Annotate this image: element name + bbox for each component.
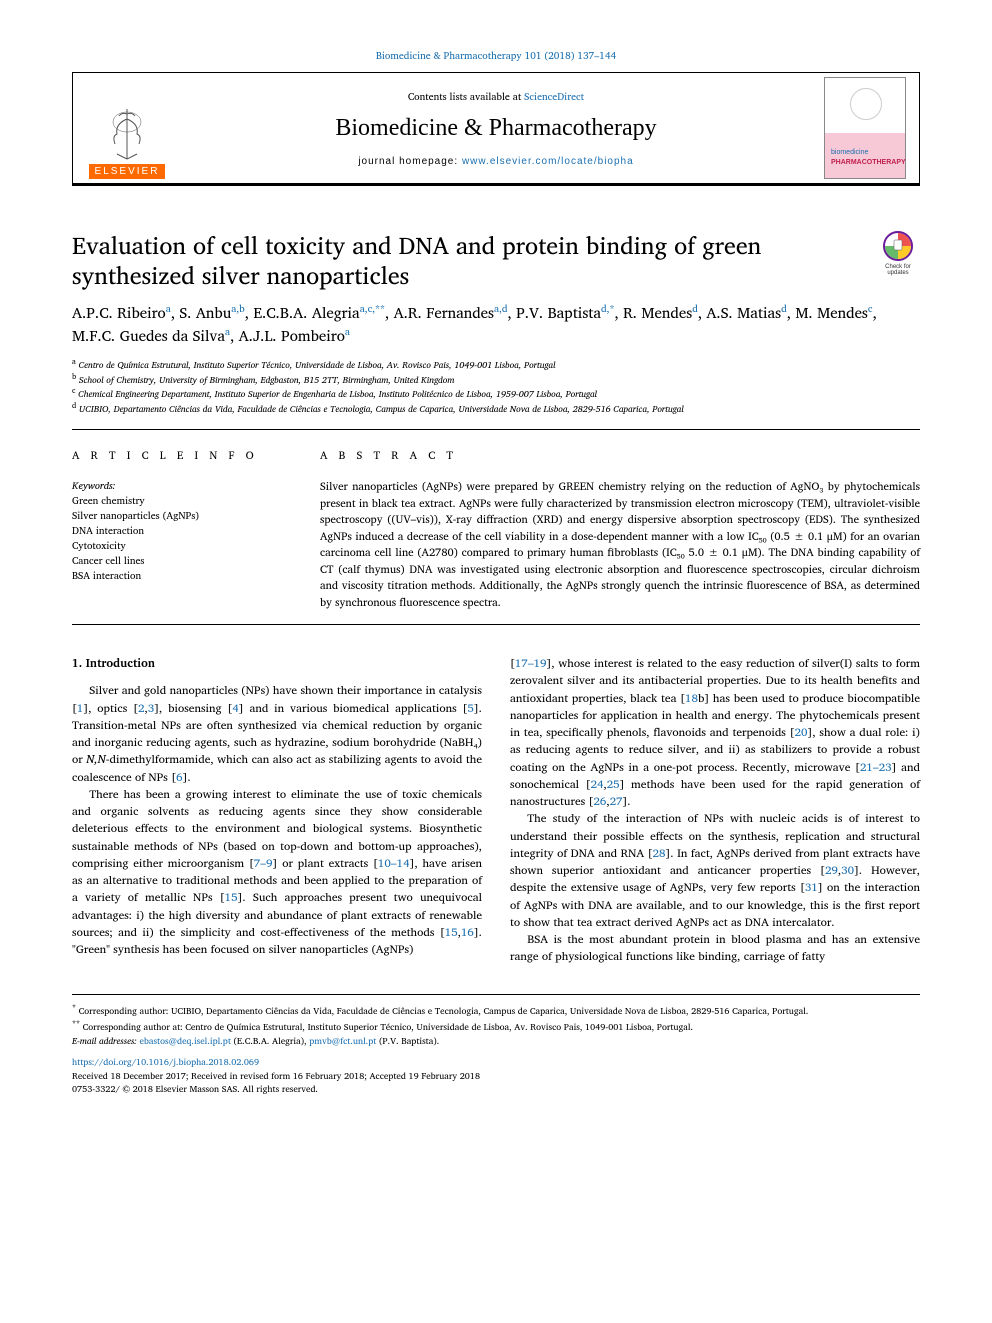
keyword-item: Cytotoxicity bbox=[72, 539, 292, 554]
contents-prefix: Contents lists available at bbox=[408, 89, 524, 105]
copyright-line: 0753-3322/ © 2018 Elsevier Masson SAS. A… bbox=[72, 1082, 920, 1096]
doi-link[interactable]: https://doi.org/10.1016/j.biopha.2018.02… bbox=[72, 1054, 259, 1069]
article-info-column: A R T I C L E I N F O Keywords: Green ch… bbox=[72, 430, 292, 610]
affiliation-a: Centro de Química Estrutural, Instituto … bbox=[78, 357, 555, 372]
journal-header: ELSEVIER Contents lists available at Sci… bbox=[72, 72, 920, 186]
email-link-2[interactable]: pmvb@fct.unl.pt bbox=[309, 1033, 376, 1048]
section-heading-intro: 1. Introduction bbox=[72, 655, 482, 672]
keyword-item: Silver nanoparticles (AgNPs) bbox=[72, 509, 292, 524]
article-info-heading: A R T I C L E I N F O bbox=[72, 446, 292, 464]
affiliations: a Centro de Química Estrutural, Institut… bbox=[72, 357, 920, 415]
keywords-label: Keywords: bbox=[72, 478, 292, 494]
homepage-prefix: journal homepage: bbox=[358, 156, 462, 167]
article-history: Received 18 December 2017; Received in r… bbox=[72, 1069, 920, 1083]
body-paragraph: [17–19], whose interest is related to th… bbox=[510, 655, 920, 810]
body-text: 1. Introduction Silver and gold nanopart… bbox=[72, 655, 920, 966]
keyword-item: Cancer cell lines bbox=[72, 554, 292, 569]
cover-text-1: biomedicine bbox=[831, 149, 868, 156]
issue-reference[interactable]: Biomedicine & Pharmacotherapy 101 (2018)… bbox=[72, 48, 920, 64]
publisher-logo-block: ELSEVIER bbox=[73, 73, 181, 183]
journal-header-center: Contents lists available at ScienceDirec… bbox=[181, 73, 811, 183]
check-updates-badge[interactable]: Check for updates bbox=[876, 230, 920, 276]
abstract-text: Silver nanoparticles (AgNPs) were prepar… bbox=[320, 478, 920, 610]
email-link-1[interactable]: ebastos@deq.isel.ipl.pt bbox=[139, 1033, 230, 1048]
email-person-2: (P.V. Baptista). bbox=[376, 1033, 439, 1048]
body-paragraph: BSA is the most abundant protein in bloo… bbox=[510, 931, 920, 966]
journal-cover-block: biomedicine PHARMACOTHERAPY bbox=[811, 73, 919, 183]
footnotes: * Corresponding author: UCIBIO, Departam… bbox=[72, 994, 920, 1096]
check-updates-label: Check for updates bbox=[876, 264, 920, 276]
journal-name: Biomedicine & Pharmacotherapy bbox=[335, 115, 656, 142]
affiliation-c: Chemical Engineering Departament, Instit… bbox=[78, 386, 597, 401]
corresponding-author-1: Corresponding author: UCIBIO, Departamen… bbox=[79, 1003, 809, 1018]
body-paragraph: There has been a growing interest to eli… bbox=[72, 786, 482, 959]
keyword-item: Green chemistry bbox=[72, 494, 292, 509]
affiliation-d: UCIBIO, Departamento Ciências da Vida, F… bbox=[79, 401, 684, 416]
body-paragraph: The study of the interaction of NPs with… bbox=[510, 810, 920, 931]
body-paragraph: Silver and gold nanoparticles (NPs) have… bbox=[72, 682, 482, 786]
homepage-line: journal homepage: www.elsevier.com/locat… bbox=[358, 156, 633, 167]
email-person-1: (E.C.B.A. Alegria), bbox=[231, 1033, 309, 1048]
abstract-heading: A B S T R A C T bbox=[320, 446, 920, 464]
sciencedirect-link[interactable]: ScienceDirect bbox=[524, 89, 584, 105]
elsevier-tree-icon bbox=[97, 104, 157, 164]
authors-list: A.P.C. Ribeiroa, S. Anbua,b, E.C.B.A. Al… bbox=[72, 302, 920, 347]
article-title: Evaluation of cell toxicity and DNA and … bbox=[72, 230, 864, 290]
affiliation-b: School of Chemistry, University of Birmi… bbox=[79, 372, 455, 387]
abstract-column: A B S T R A C T Silver nanoparticles (Ag… bbox=[320, 430, 920, 610]
cover-text-2: PHARMACOTHERAPY bbox=[831, 159, 906, 166]
elsevier-label: ELSEVIER bbox=[89, 164, 166, 179]
keywords-list: Green chemistry Silver nanoparticles (Ag… bbox=[72, 494, 292, 584]
journal-cover-thumbnail: biomedicine PHARMACOTHERAPY bbox=[824, 77, 906, 179]
contents-line: Contents lists available at ScienceDirec… bbox=[408, 89, 584, 105]
emails-label: E-mail addresses: bbox=[72, 1033, 139, 1048]
check-updates-icon bbox=[882, 230, 914, 262]
keyword-item: DNA interaction bbox=[72, 524, 292, 539]
journal-homepage-link[interactable]: www.elsevier.com/locate/biopha bbox=[462, 156, 634, 167]
keyword-item: BSA interaction bbox=[72, 569, 292, 584]
